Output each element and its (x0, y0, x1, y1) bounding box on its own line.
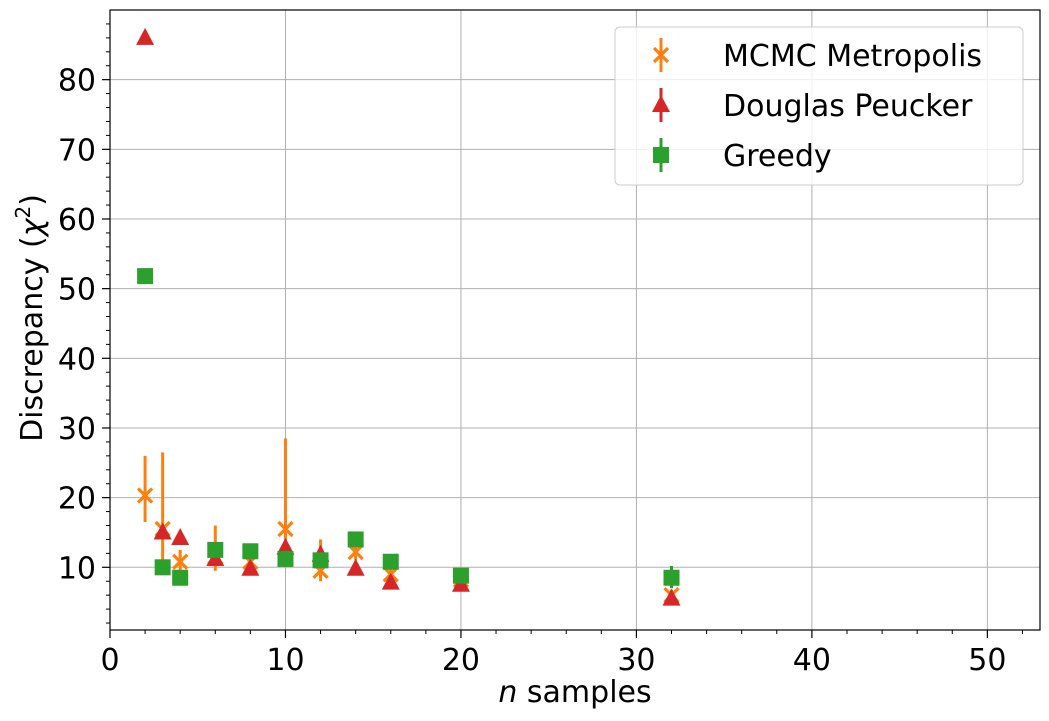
x-axis-label: n samples (498, 675, 651, 710)
y-tick-label: 80 (58, 64, 96, 99)
legend: MCMC Metropolis Douglas Peucker Greedy (614, 26, 1024, 186)
legend-marker (652, 46, 670, 64)
data-point (172, 569, 189, 586)
data-point (346, 558, 365, 576)
x-axis-label-rest: samples (517, 675, 651, 710)
x-tick-label: 0 (100, 643, 119, 678)
data-point (136, 487, 154, 504)
x-tick-label: 30 (617, 643, 655, 678)
legend-entry: Douglas Peucker (652, 88, 973, 124)
series-greedy (137, 268, 680, 589)
y-tick-label: 30 (58, 412, 96, 447)
x-tick-label: 50 (968, 643, 1006, 678)
legend-entry: Greedy (653, 138, 832, 174)
data-point (154, 559, 171, 576)
data-point (137, 268, 154, 285)
y-axis-label-chi: χ (15, 217, 50, 238)
data-point (381, 572, 400, 590)
x-axis-label-var: n (498, 675, 517, 710)
y-axis-label-end: ) (15, 194, 50, 206)
axes-frame (109, 9, 1041, 631)
data-point (153, 522, 172, 540)
data-point (242, 543, 259, 560)
y-tick-label: 10 (58, 551, 96, 586)
data-point-stroke (136, 487, 154, 504)
legend-label: Greedy (723, 139, 832, 174)
y-tick-label: 60 (58, 203, 96, 238)
legend-marker-stroke (652, 46, 670, 64)
grid (109, 10, 1040, 630)
x-tick-label: 40 (793, 643, 831, 678)
data-point (241, 558, 260, 576)
data-point (452, 567, 469, 584)
x-tick-label: 10 (266, 643, 304, 678)
data-point-stroke (277, 520, 294, 538)
y-axis-label-main: Discrepancy ( (15, 236, 50, 442)
legend-entry: MCMC Metropolis (652, 38, 982, 74)
data-point (382, 553, 399, 570)
data-point (277, 520, 294, 538)
y-axis-label-sup: 2 (11, 206, 35, 219)
y-tick-label: 70 (58, 133, 96, 168)
y-tick-label: 40 (58, 342, 96, 377)
data-point (277, 550, 294, 567)
data-point (312, 552, 329, 569)
data-point (172, 553, 189, 570)
data-point (276, 537, 295, 555)
legend-box (614, 26, 1024, 186)
axes: 0 10 20 30 40 50 10 20 30 40 50 60 70 80 (58, 9, 1041, 678)
y-tick-label: 50 (58, 273, 96, 308)
data-point (136, 27, 155, 45)
data-point (347, 531, 364, 548)
legend-label: MCMC Metropolis (723, 39, 982, 74)
legend-marker (652, 95, 670, 112)
plot-area (136, 27, 681, 606)
y-tick-label: 20 (58, 482, 96, 517)
x-tick-label: 20 (442, 643, 480, 678)
y-axis-label: Discrepancy (χ2) (11, 194, 50, 442)
data-point (207, 541, 224, 558)
data-point (662, 588, 681, 606)
data-point (663, 569, 680, 586)
legend-label: Douglas Peucker (723, 89, 973, 124)
data-point (171, 528, 190, 546)
legend-marker (653, 147, 669, 163)
data-point-stroke (172, 553, 189, 570)
